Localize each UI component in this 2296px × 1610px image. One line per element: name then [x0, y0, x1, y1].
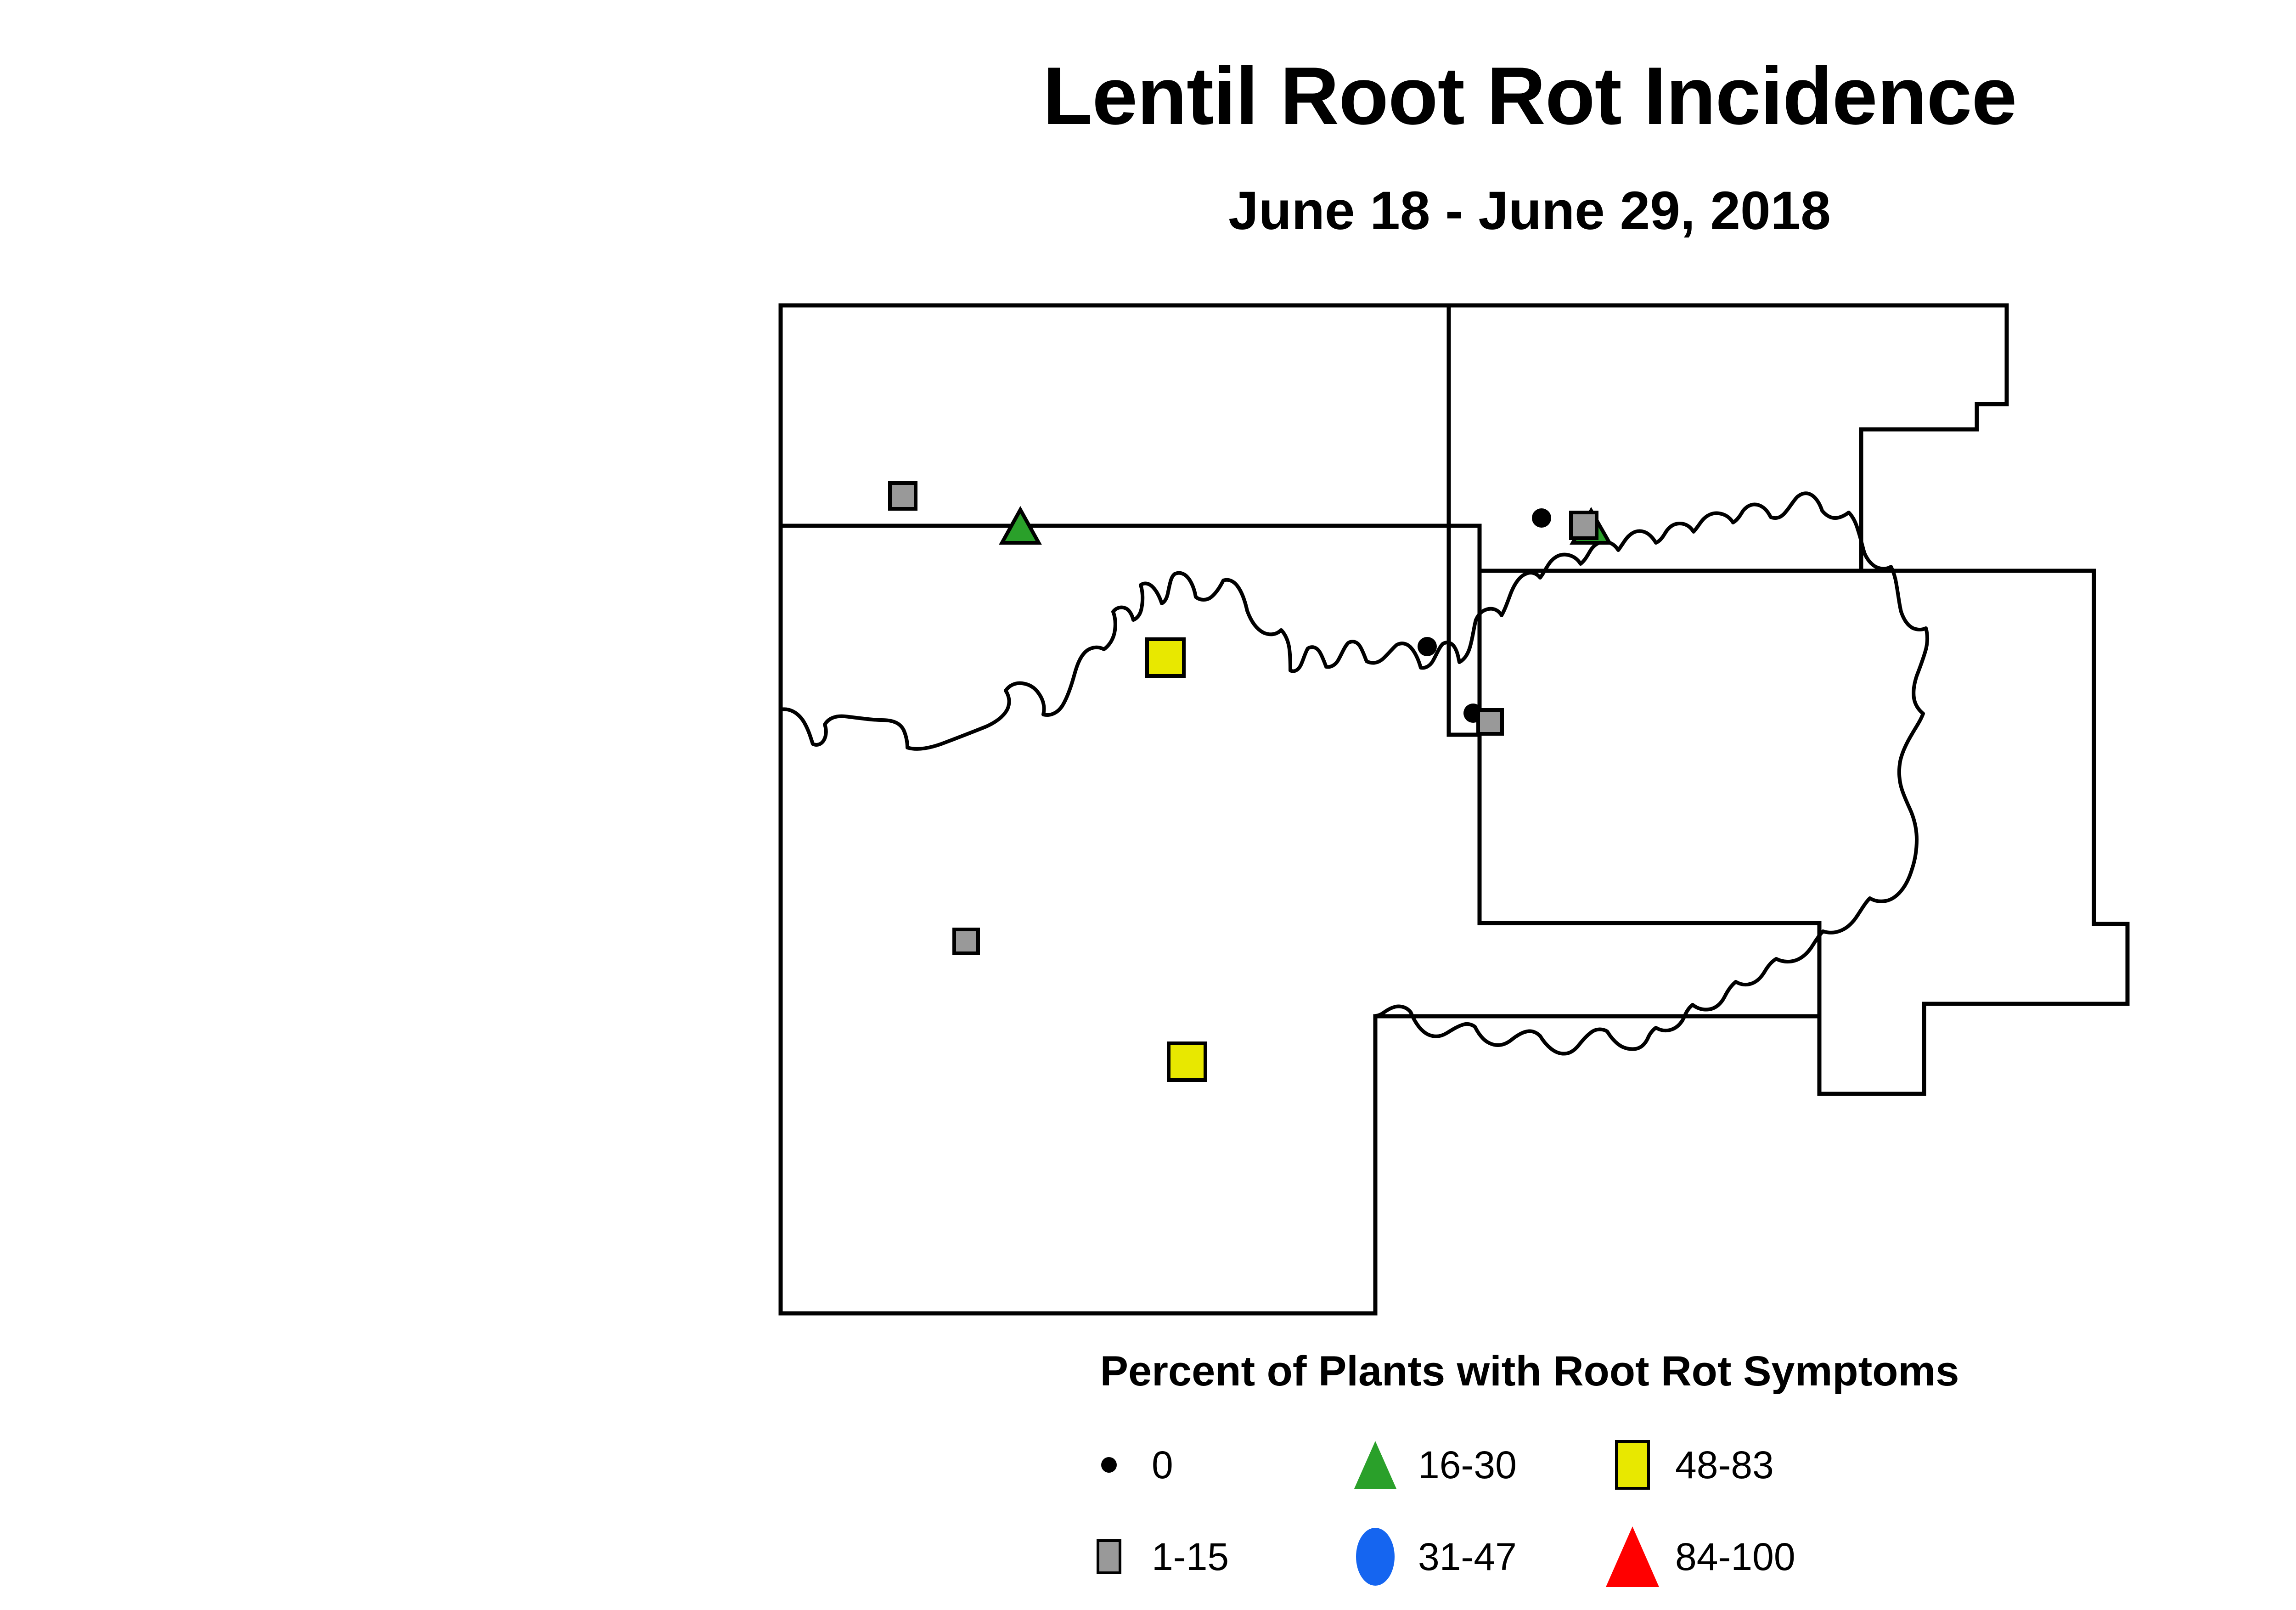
marker-square-48-83 — [1145, 637, 1186, 678]
river-boundary — [779, 491, 1929, 1056]
page-subtitle: June 18 - June 29, 2018 — [1228, 180, 1831, 241]
legend-row-top: 0 16-30 48-83 — [0, 1419, 2296, 1511]
legend-item-label: 0 — [1152, 1443, 1173, 1486]
legend-item-label: 1-15 — [1152, 1535, 1229, 1578]
marker-square-1-15 — [1569, 511, 1598, 540]
river-path — [779, 491, 1929, 1056]
county-outline-west — [778, 524, 1822, 1316]
legend-item-0[interactable]: 0 — [1075, 1419, 1173, 1511]
marker-square-1-15 — [888, 481, 917, 511]
square-gray-icon — [1075, 1511, 1143, 1603]
county-outline-northeast — [1446, 303, 2009, 737]
legend-row-bottom: 1-15 31-47 84-100 — [0, 1511, 2296, 1603]
triangle-red-icon — [1598, 1511, 1667, 1603]
legend-item-label: 16-30 — [1418, 1443, 1517, 1486]
marker-square-1-15 — [952, 928, 980, 955]
legend-item-31-47[interactable]: 31-47 — [1341, 1511, 1517, 1603]
legend-item-1-15[interactable]: 1-15 — [1075, 1511, 1229, 1603]
county-boundaries — [778, 303, 2130, 1316]
marker-square-48-83 — [1167, 1041, 1207, 1082]
county-outline-northwest — [778, 303, 1451, 528]
page-title: Lentil Root Rot Incidence — [1042, 50, 2017, 141]
legend-item-48-83[interactable]: 48-83 — [1598, 1419, 1774, 1511]
marker-square-1-15 — [1476, 708, 1504, 736]
legend-item-16-30[interactable]: 16-30 — [1341, 1419, 1517, 1511]
marker-dot-0 — [1418, 637, 1437, 656]
circle-blue-icon — [1341, 1511, 1410, 1603]
legend-item-label: 31-47 — [1418, 1535, 1517, 1578]
legend-item-label: 48-83 — [1675, 1443, 1774, 1486]
legend-item-label: 84-100 — [1675, 1535, 1795, 1578]
square-yellow-icon — [1598, 1419, 1667, 1511]
legend-title: Percent of Plants with Root Rot Symptoms — [1100, 1348, 1959, 1395]
triangle-green-icon — [1341, 1419, 1410, 1511]
data-markers — [888, 481, 1613, 1082]
marker-triangle-16-30 — [999, 506, 1042, 545]
marker-dot-0 — [1532, 508, 1551, 528]
dot-icon — [1075, 1419, 1143, 1511]
legend-rows: 0 16-30 48-83 1-15 31-47 — [0, 1419, 2296, 1603]
legend-item-84-100[interactable]: 84-100 — [1598, 1511, 1795, 1603]
legend: Percent of Plants with Root Rot Symptoms… — [0, 1348, 2296, 1587]
